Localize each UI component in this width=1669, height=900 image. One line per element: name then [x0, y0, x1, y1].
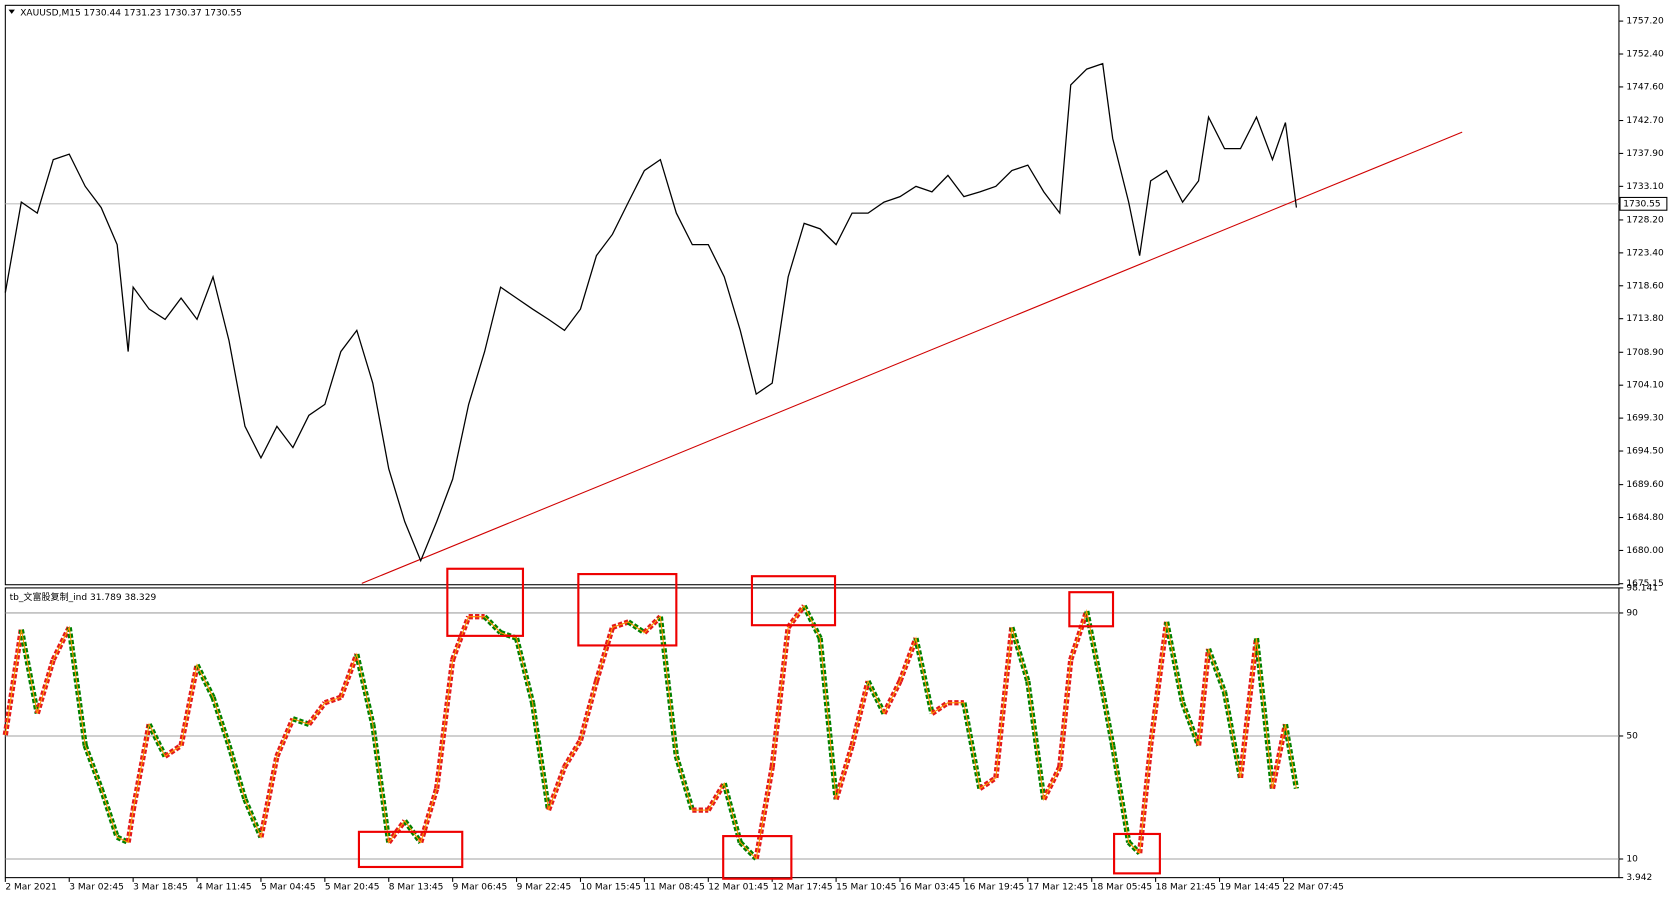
- x-tick-label: 9 Mar 22:45: [517, 883, 572, 893]
- y-tick-label: 1718.60: [1626, 281, 1664, 291]
- y-tick-label: 1694.50: [1626, 447, 1664, 457]
- price-title: XAUUSD,M15 1730.44 1731.23 1730.37 1730.…: [20, 8, 242, 18]
- x-tick-label: 17 Mar 12:45: [1028, 883, 1088, 893]
- y-tick-label: 90: [1626, 608, 1638, 618]
- y-tick-label: 1699.30: [1626, 414, 1664, 424]
- x-tick-label: 19 Mar 14:45: [1220, 883, 1280, 893]
- y-tick-label: 1713.80: [1626, 314, 1664, 324]
- x-tick-label: 8 Mar 13:45: [389, 883, 444, 893]
- y-tick-label: 1737.90: [1626, 149, 1664, 159]
- highlight-box: [722, 835, 793, 880]
- x-tick-label: 22 Mar 07:45: [1283, 883, 1343, 893]
- y-tick-label: 1733.10: [1626, 182, 1664, 192]
- x-tick-label: 12 Mar 01:45: [708, 883, 768, 893]
- y-tick-label: 98.141: [1626, 583, 1658, 593]
- x-tick-label: 4 Mar 11:45: [197, 883, 252, 893]
- x-tick-label: 5 Mar 20:45: [325, 883, 380, 893]
- y-tick-label: 1742.70: [1626, 116, 1664, 126]
- indicator-title: tb_文富股复制_ind 31.789 38.329: [10, 591, 157, 603]
- x-tick-label: 16 Mar 19:45: [964, 883, 1024, 893]
- x-tick-label: 3 Mar 18:45: [133, 883, 188, 893]
- current-price-label: 1730.55: [1623, 199, 1660, 209]
- highlight-box: [1113, 832, 1161, 875]
- x-tick-label: 16 Mar 03:45: [900, 883, 960, 893]
- indicator-pane: [4, 587, 1620, 879]
- price-line: [4, 62, 1298, 563]
- highlight-box: [446, 567, 525, 637]
- x-tick-label: 15 Mar 10:45: [836, 883, 896, 893]
- x-tick-label: 3 Mar 02:45: [69, 883, 124, 893]
- x-tick-label: 11 Mar 08:45: [644, 883, 704, 893]
- menu-arrow: [8, 9, 15, 14]
- y-tick-label: 1680.00: [1626, 546, 1664, 556]
- y-tick-label: 1747.60: [1626, 82, 1664, 92]
- y-tick-label: 1752.40: [1626, 50, 1664, 60]
- x-tick-label: 2 Mar 2021: [5, 883, 57, 893]
- y-tick-label: 1708.90: [1626, 348, 1664, 358]
- x-tick-label: 12 Mar 17:45: [772, 883, 832, 893]
- y-tick-label: 1684.80: [1626, 513, 1664, 523]
- y-tick-label: 1757.20: [1626, 17, 1664, 27]
- highlight-box: [357, 830, 464, 869]
- x-tick-label: 10 Mar 15:45: [580, 883, 640, 893]
- y-tick-label: 1723.40: [1626, 248, 1664, 258]
- highlight-box: [577, 573, 678, 647]
- y-tick-label: 10: [1626, 855, 1638, 865]
- y-tick-label: 3.942: [1626, 873, 1652, 883]
- y-tick-label: 1728.20: [1626, 215, 1664, 225]
- x-tick-label: 18 Mar 05:45: [1092, 883, 1152, 893]
- highlight-box: [1068, 591, 1115, 628]
- highlight-box: [750, 575, 837, 627]
- trend-line: [361, 131, 1463, 584]
- y-tick-label: 1704.10: [1626, 381, 1664, 391]
- indicator-line: [4, 604, 1297, 860]
- marks: 1757.20 1752.40 1747.60 1742.70 1737.90 1733.…: [2, 17, 1668, 893]
- x-tick-label: 9 Mar 06:45: [453, 883, 508, 893]
- y-tick-label: 1689.60: [1626, 480, 1664, 490]
- y-tick-label: 50: [1626, 731, 1638, 741]
- current-price-box: [1619, 196, 1668, 211]
- y-tick-label: 1675.15: [1626, 579, 1663, 589]
- x-tick-label: 5 Mar 04:45: [261, 883, 316, 893]
- price-pane: [4, 4, 1620, 586]
- x-tick-label: 18 Mar 21:45: [1156, 883, 1216, 893]
